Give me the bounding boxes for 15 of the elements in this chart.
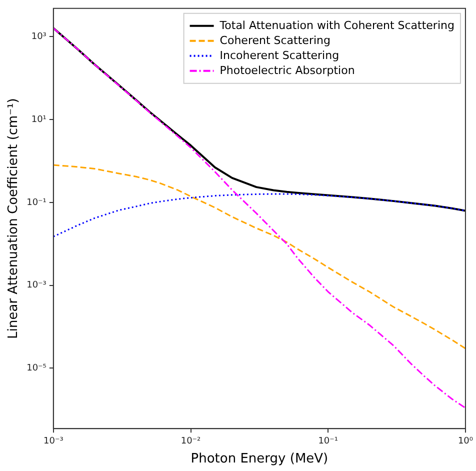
x-tick-label: 10⁻² — [180, 436, 202, 446]
x-tick-label: 10⁰ — [458, 436, 474, 446]
y-tick-label: 10³ — [31, 32, 47, 42]
x-tick-label: 10⁻¹ — [318, 436, 338, 446]
x-tick-label: 10⁻³ — [44, 436, 64, 446]
y-axis-title: Linear Attenuation Coefficient (cm⁻¹) — [6, 98, 22, 339]
x-axis-title: Photon Energy (MeV) — [190, 452, 328, 467]
y-tick-label: 10⁻⁵ — [26, 364, 47, 374]
y-tick-label: 10⁻³ — [26, 280, 47, 291]
legend-label: Photoelectric Absorption — [220, 64, 355, 77]
legend-label: Coherent Scattering — [220, 34, 330, 47]
y-tick-label: 10¹ — [31, 114, 47, 125]
legend-label: Incoherent Scattering — [220, 48, 340, 62]
y-tick-label: 10⁻¹ — [26, 198, 47, 208]
legend-label: Total Attenuation with Coherent Scattering — [218, 18, 454, 32]
